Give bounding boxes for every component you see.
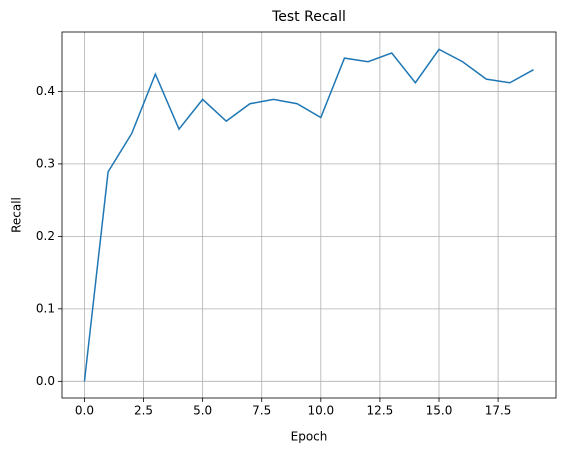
- x-tick-label: 12.5: [367, 404, 394, 418]
- y-axis-label: Recall: [10, 197, 24, 233]
- x-tick-label: 15.0: [426, 404, 453, 418]
- chart-title: Test Recall: [271, 9, 346, 25]
- x-axis-label: Epoch: [291, 430, 328, 444]
- y-tick-label: 0.2: [36, 229, 55, 243]
- data-line: [83, 48, 534, 382]
- plot-frame: [61, 31, 557, 399]
- x-tick-label: 17.5: [485, 404, 512, 418]
- x-tick-label: 5.0: [193, 404, 212, 418]
- x-tick-label: 7.5: [252, 404, 271, 418]
- y-tick-label: 0.3: [36, 156, 55, 170]
- y-tick-label: 0.4: [36, 84, 55, 98]
- y-tick-label: 0.1: [36, 301, 55, 315]
- x-tick-label: 0.0: [75, 404, 94, 418]
- x-tick-label: 2.5: [134, 404, 153, 418]
- x-tick-label: 10.0: [307, 404, 334, 418]
- y-tick-label: 0.0: [36, 374, 55, 388]
